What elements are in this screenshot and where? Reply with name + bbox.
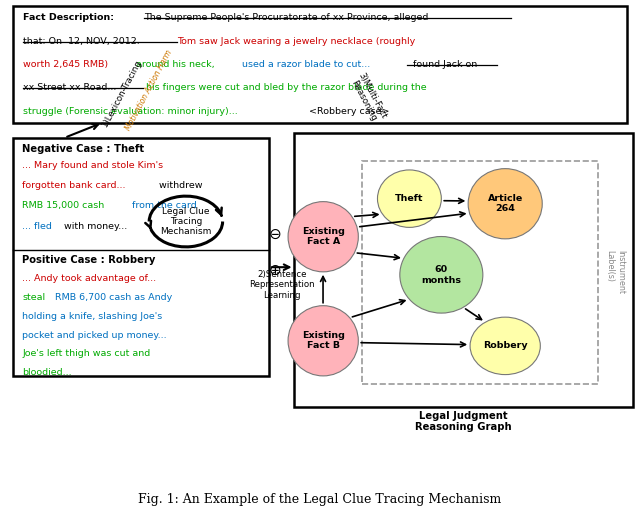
Text: RMB 6,700 cash as Andy: RMB 6,700 cash as Andy: [52, 293, 172, 302]
Text: found Jack on: found Jack on: [407, 60, 477, 69]
Text: steal: steal: [22, 293, 45, 302]
Text: Existing
Fact A: Existing Fact A: [301, 227, 344, 246]
Text: withdrew: withdrew: [156, 181, 202, 190]
Ellipse shape: [288, 306, 358, 376]
Text: pocket and picked up money...: pocket and picked up money...: [22, 330, 167, 340]
Text: Legal Judgment
Reasoning Graph: Legal Judgment Reasoning Graph: [415, 411, 512, 433]
Text: forgotten bank card...: forgotten bank card...: [22, 181, 126, 190]
Text: his fingers were cut and bled by the razor blade during the: his fingers were cut and bled by the raz…: [143, 83, 427, 93]
Text: Existing
Fact B: Existing Fact B: [301, 331, 344, 351]
Text: around his neck,: around his neck,: [132, 60, 217, 69]
Text: Robbery: Robbery: [483, 342, 527, 350]
Text: Positive Case : Robbery: Positive Case : Robbery: [22, 255, 156, 265]
Text: that: On  12, NOV, 2012.: that: On 12, NOV, 2012.: [23, 37, 143, 46]
Text: struggle (Forensic evaluation: minor injury)...: struggle (Forensic evaluation: minor inj…: [23, 107, 238, 116]
Text: Fig. 1: An Example of the Legal Clue Tracing Mechanism: Fig. 1: An Example of the Legal Clue Tra…: [138, 493, 502, 506]
Ellipse shape: [468, 168, 542, 239]
Text: ⊖: ⊖: [269, 227, 282, 242]
Ellipse shape: [378, 170, 442, 228]
Text: Motivation Action Harm: Motivation Action Harm: [124, 48, 174, 132]
Text: ... Andy took advantage of...: ... Andy took advantage of...: [22, 274, 157, 283]
Text: ... fled: ... fled: [22, 221, 52, 231]
Text: used a razor blade to cut...: used a razor blade to cut...: [242, 60, 370, 69]
Text: Legal Clue
Tracing
Mechanism: Legal Clue Tracing Mechanism: [160, 207, 212, 236]
Text: Joe's left thigh was cut and: Joe's left thigh was cut and: [22, 349, 150, 358]
FancyBboxPatch shape: [294, 133, 633, 407]
Ellipse shape: [400, 237, 483, 313]
Text: Theft: Theft: [395, 194, 424, 203]
FancyBboxPatch shape: [13, 138, 269, 376]
Text: Article
264: Article 264: [488, 194, 523, 213]
Text: Fact Description:: Fact Description:: [23, 13, 117, 22]
Text: worth 2,645 RMB): worth 2,645 RMB): [23, 60, 108, 69]
Text: 3)Multi-Fact
Reasoning: 3)Multi-Fact Reasoning: [348, 71, 388, 125]
Text: RMB 15,000 cash: RMB 15,000 cash: [22, 201, 108, 210]
Text: xx Street xx Road...: xx Street xx Road...: [23, 83, 116, 93]
Text: 2)Sentence
Representation
Learning: 2)Sentence Representation Learning: [249, 270, 314, 299]
Text: from the card: from the card: [132, 201, 197, 210]
Text: Instrument
Label(s): Instrument Label(s): [605, 250, 625, 294]
Text: 60
months: 60 months: [421, 265, 461, 285]
Text: bloodied...: bloodied...: [22, 368, 72, 377]
Ellipse shape: [288, 202, 358, 272]
Text: with money...: with money...: [61, 221, 127, 231]
FancyBboxPatch shape: [13, 6, 627, 123]
Text: The Supreme People's Procuratorate of xx Province, alleged: The Supreme People's Procuratorate of xx…: [145, 13, 429, 22]
Text: Tom saw Jack wearing a jewelry necklace (roughly: Tom saw Jack wearing a jewelry necklace …: [177, 37, 415, 46]
Ellipse shape: [470, 317, 540, 375]
Text: 1)Lexicon-Tracing: 1)Lexicon-Tracing: [100, 58, 143, 129]
Text: holding a knife, slashing Joe's: holding a knife, slashing Joe's: [22, 312, 163, 321]
Text: Negative Case : Theft: Negative Case : Theft: [22, 144, 145, 154]
Text: ⊕: ⊕: [269, 263, 282, 278]
Text: ... Mary found and stole Kim's: ... Mary found and stole Kim's: [22, 161, 164, 169]
Text: <Robbery case>: <Robbery case>: [300, 107, 389, 116]
